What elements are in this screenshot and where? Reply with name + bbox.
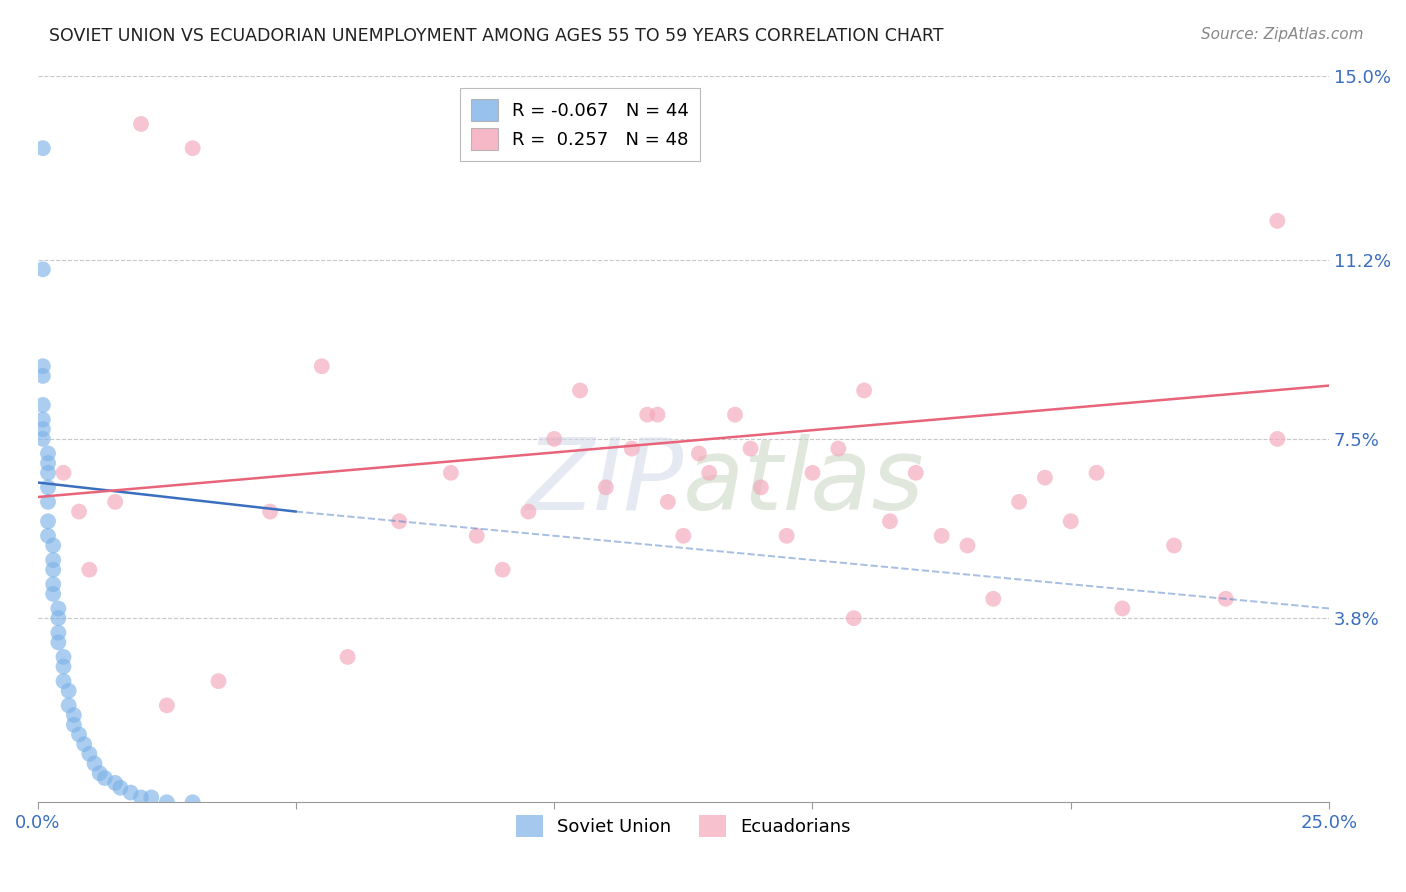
Point (647, 408, 669, 422)
Point (31, 398, 53, 412)
Point (156, 795, 179, 809)
Point (67, 727, 90, 741)
Point (259, 505, 281, 519)
Point (879, 514, 901, 528)
Point (31, 422, 53, 436)
Point (31, 141, 53, 155)
Point (46, 625, 69, 640)
Point (724, 408, 747, 422)
Point (52, 659, 75, 673)
Point (740, 442, 762, 456)
Point (827, 442, 849, 456)
Point (1215, 591, 1237, 606)
Point (141, 790, 163, 805)
Point (543, 432, 565, 446)
Point (465, 529, 488, 543)
Point (52, 674, 75, 689)
Point (94, 771, 117, 785)
Point (37, 514, 59, 528)
Point (37, 480, 59, 494)
Text: SOVIET UNION VS ECUADORIAN UNEMPLOYMENT AMONG AGES 55 TO 59 YEARS CORRELATION CH: SOVIET UNION VS ECUADORIAN UNEMPLOYMENT … (49, 27, 943, 45)
Point (491, 563, 513, 577)
Point (89, 766, 111, 780)
Point (207, 674, 229, 689)
Point (52, 466, 75, 480)
Text: Source: ZipAtlas.com: Source: ZipAtlas.com (1201, 27, 1364, 42)
Point (63, 708, 86, 723)
Point (904, 466, 927, 480)
Point (31, 262, 53, 277)
Point (37, 456, 59, 470)
Point (31, 412, 53, 426)
Point (37, 495, 59, 509)
Point (1060, 514, 1083, 528)
Point (853, 384, 876, 398)
Point (657, 495, 679, 509)
Point (46, 635, 69, 649)
Point (52, 649, 75, 664)
Point (129, 117, 152, 131)
Point (42, 553, 65, 567)
Point (46, 601, 69, 615)
Point (83, 756, 105, 771)
Point (110, 780, 132, 795)
Point (1267, 214, 1289, 228)
Point (79, 563, 101, 577)
Point (31, 359, 53, 374)
Point (931, 529, 953, 543)
Point (46, 611, 69, 625)
Point (31, 432, 53, 446)
Point (842, 611, 865, 625)
Point (129, 790, 152, 805)
Point (120, 786, 142, 800)
Point (42, 577, 65, 591)
Point (388, 514, 411, 528)
Point (517, 505, 540, 519)
Point (37, 446, 59, 460)
Point (1111, 601, 1133, 615)
Point (1267, 432, 1289, 446)
Point (104, 776, 127, 790)
Point (67, 505, 90, 519)
Point (981, 591, 1004, 606)
Point (181, 795, 204, 809)
Point (1033, 470, 1056, 484)
Point (104, 495, 127, 509)
Point (58, 698, 80, 713)
Point (956, 539, 979, 553)
Text: atlas: atlas (683, 434, 925, 531)
Point (1085, 466, 1108, 480)
Point (31, 368, 53, 383)
Point (595, 480, 617, 494)
Point (42, 587, 65, 601)
Point (620, 442, 643, 456)
Point (688, 446, 710, 460)
Point (1008, 495, 1031, 509)
Text: ZIP: ZIP (524, 434, 683, 531)
Point (37, 466, 59, 480)
Point (156, 698, 179, 713)
Point (181, 141, 204, 155)
Point (58, 683, 80, 698)
Point (311, 359, 333, 374)
Point (672, 529, 695, 543)
Point (336, 649, 359, 664)
Point (801, 466, 824, 480)
Point (697, 466, 720, 480)
Point (73, 737, 96, 751)
Point (63, 717, 86, 731)
Point (569, 384, 592, 398)
Point (42, 563, 65, 577)
Point (79, 747, 101, 761)
Point (440, 466, 463, 480)
Point (636, 408, 658, 422)
Point (37, 529, 59, 543)
Point (42, 539, 65, 553)
Point (775, 529, 797, 543)
Point (1163, 539, 1185, 553)
Point (749, 480, 772, 494)
Legend: Soviet Union, Ecuadorians: Soviet Union, Ecuadorians (509, 807, 858, 844)
